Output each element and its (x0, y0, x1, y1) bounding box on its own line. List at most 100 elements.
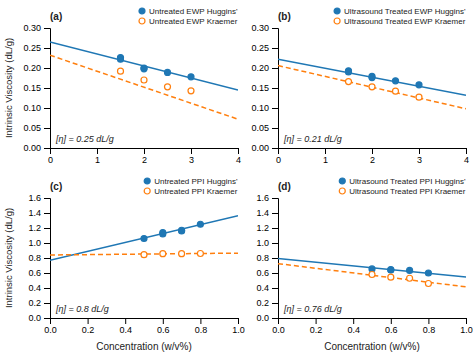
x-tick-mark (466, 148, 467, 154)
x-axis-label: Concentration (w/v%) (324, 341, 420, 352)
x-tick: 0 (48, 148, 53, 165)
point-series (369, 272, 431, 287)
point-series (369, 266, 431, 276)
y-tick: 0.10 (23, 103, 50, 113)
y-tick-mark (272, 258, 278, 259)
x-tick-mark (428, 318, 429, 324)
point (118, 68, 124, 74)
y-tick: 0.2 (256, 298, 278, 308)
point-series (118, 68, 195, 94)
x-tick-mark (391, 318, 392, 324)
legend-item: Ultrasound Treated EWP Kraemer (334, 17, 466, 26)
y-tick-label: 0.10 (23, 103, 41, 113)
x-tick-mark (163, 318, 164, 324)
point (179, 251, 185, 257)
error-bar (119, 57, 123, 61)
y-tick: 0.4 (28, 283, 50, 293)
y-tick: 0.25 (251, 43, 278, 53)
legend-label: Ultrasound Treated PPI Huggins' (349, 177, 466, 186)
y-axis-line (44, 199, 51, 319)
point (118, 56, 124, 62)
point (393, 78, 399, 84)
point (407, 275, 413, 281)
legend-marker (144, 178, 150, 184)
x-tick: 1.0 (460, 318, 473, 335)
x-tick: 0.6 (385, 318, 398, 335)
y-axis: 0.00.20.40.60.81.01.21.41.6 (28, 193, 50, 323)
point (197, 251, 203, 257)
y-tick: 0.8 (256, 253, 278, 263)
x-tick-mark (191, 148, 192, 154)
fit-line (278, 264, 466, 287)
y-tick-mark (44, 303, 50, 304)
annotation: [η] = 0.21 dL/g (283, 134, 342, 144)
legend-marker (334, 8, 340, 14)
y-tick: 0.6 (28, 268, 50, 278)
x-axis-label: Concentration (w/v%) (96, 341, 192, 352)
legend-label: Untreated PPI Huggins' (154, 177, 238, 186)
y-tick-label: 0.20 (251, 63, 269, 73)
y-tick: 0.0 (256, 313, 278, 323)
y-tick: 0.25 (23, 43, 50, 53)
point (388, 267, 394, 273)
y-tick: 0.00 (23, 143, 50, 153)
y-tick: 0.05 (23, 123, 50, 133)
legend-item: Ultrasound Treated PPI Huggins' (339, 177, 466, 186)
y-tick: 0.0 (28, 313, 50, 323)
y-tick-label: 1.0 (28, 238, 41, 248)
y-tick-label: 0.2 (256, 298, 269, 308)
x-tick: 4 (464, 148, 469, 165)
x-tick-label: 0.6 (157, 325, 170, 335)
y-tick-mark (272, 68, 278, 69)
y-tick-mark (44, 243, 50, 244)
y-tick-label: 0.15 (251, 83, 269, 93)
point (388, 267, 394, 273)
plot-area (50, 216, 238, 261)
y-axis-line (44, 29, 51, 149)
y-tick: 0.15 (251, 83, 278, 93)
point (188, 88, 194, 94)
x-tick: 3 (417, 148, 422, 165)
point (197, 221, 203, 227)
y-tick: 1.6 (256, 193, 278, 203)
y-axis-label: Intrinsic Viscosity (dL/g) (3, 38, 14, 138)
y-tick-mark (272, 148, 278, 149)
legend: Untreated PPI Huggins'Untreated PPI Krae… (144, 177, 238, 196)
y-tick-mark (44, 28, 50, 29)
x-axis: 0.00.20.40.60.81.0 (44, 318, 245, 335)
x-tick-label: 0.8 (423, 325, 436, 335)
y-tick: 0.30 (251, 23, 278, 33)
fit-line (50, 216, 238, 261)
panel-label: (d) (278, 181, 291, 192)
x-tick-mark (97, 148, 98, 154)
y-tick-label: 1.4 (28, 208, 41, 218)
y-tick-mark (272, 48, 278, 49)
x-tick-mark (144, 148, 145, 154)
y-tick-label: 0.0 (256, 313, 269, 323)
point (160, 251, 166, 257)
point (141, 77, 147, 83)
point (346, 79, 352, 85)
y-tick-label: 0.30 (23, 23, 41, 33)
point (179, 228, 185, 234)
y-tick: 1.0 (28, 238, 50, 248)
panel-label: (b) (278, 11, 291, 22)
x-tick-label: 0.2 (310, 325, 323, 335)
x-tick: 0.4 (347, 318, 360, 335)
x-tick-label: 0.4 (347, 325, 360, 335)
legend-label: Ultrasound Treated PPI Kraemer (349, 187, 465, 196)
y-tick-mark (272, 288, 278, 289)
x-tick: 0.8 (195, 318, 208, 335)
x-tick-mark (238, 148, 239, 154)
point (425, 270, 431, 276)
y-tick-mark (44, 128, 50, 129)
y-tick-mark (44, 228, 50, 229)
y-tick-mark (44, 288, 50, 289)
y-axis-label: Intrinsic Viscosity (dL/g) (3, 208, 14, 308)
y-tick: 1.2 (28, 223, 50, 233)
y-tick: 0.6 (256, 268, 278, 278)
plot-area (50, 42, 238, 119)
point-series (118, 55, 195, 80)
x-axis-line (51, 149, 239, 155)
y-tick-mark (44, 213, 50, 214)
